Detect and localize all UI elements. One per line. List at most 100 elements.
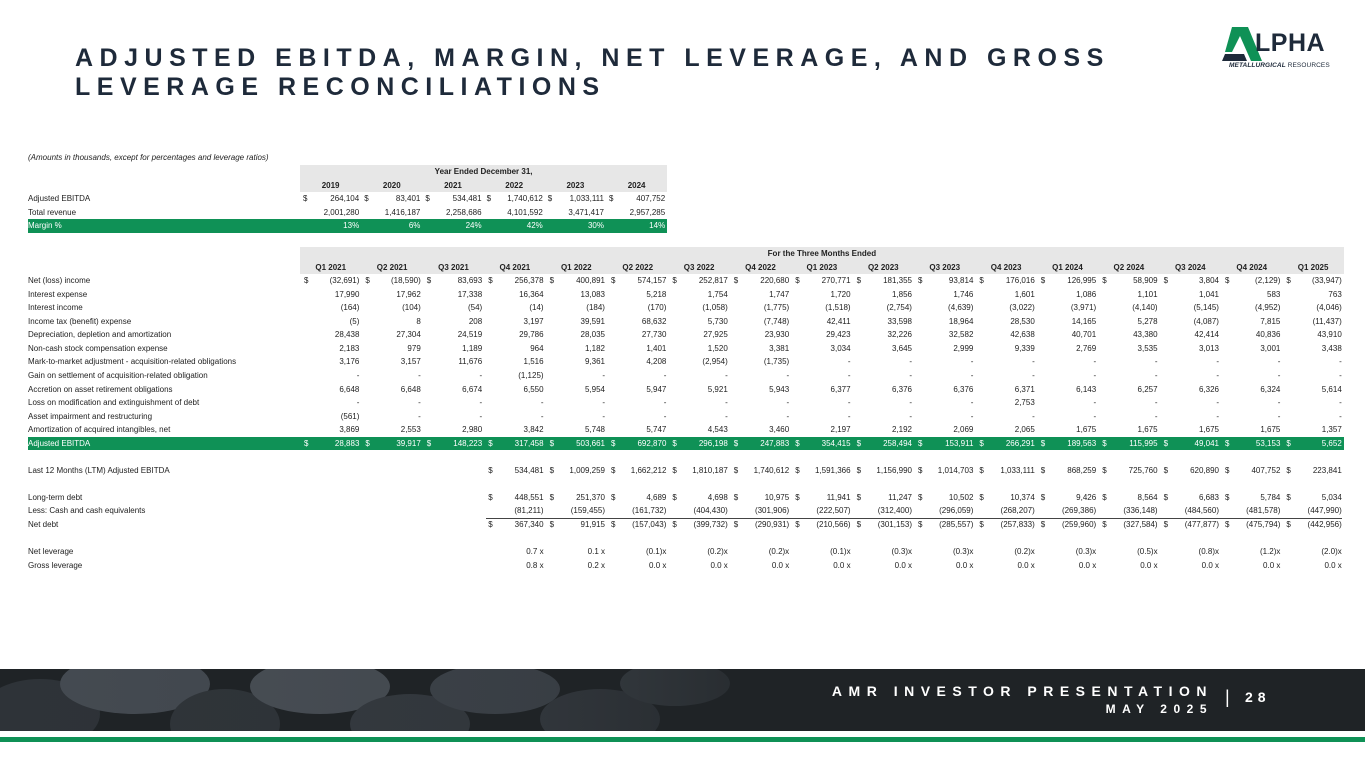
dollar-sign: $ — [486, 194, 492, 203]
quarterly-cell: 39,917 — [396, 438, 421, 448]
dollar-sign: $ — [549, 465, 555, 475]
leverage-row-cell: (0.1)x — [645, 547, 667, 557]
quarterly-cell: 3,804 — [1198, 276, 1219, 286]
quarterly-cell: 1,746 — [953, 289, 974, 299]
ltm-row-label: Last 12 Months (LTM) Adjusted EBITDA — [28, 465, 170, 475]
quarterly-row-label: Accretion on asset retirement obligation… — [28, 384, 173, 394]
dollar-sign: $ — [364, 194, 369, 203]
quarterly-cell: 247,883 — [760, 438, 790, 448]
quarterly-cell: 979 — [407, 343, 421, 353]
annual-row-label: Margin % — [28, 221, 62, 230]
dollar-sign: $ — [1286, 438, 1291, 448]
quarterly-cell: 93,814 — [948, 276, 974, 286]
dollar-sign: $ — [611, 276, 616, 286]
quarter-header: Q2 2024 — [1113, 262, 1145, 272]
dollar-sign: $ — [426, 276, 432, 286]
quarterly-cell: (1,518) — [825, 303, 851, 313]
quarterly-cell: - — [1339, 370, 1342, 380]
quarterly-cell: (1,775) — [763, 303, 790, 313]
leverage-row-cell: (0.2)x — [768, 547, 790, 557]
quarterly-row-label: Interest income — [28, 303, 83, 313]
dollar-sign: $ — [795, 492, 800, 502]
annual-year-header: 2019 — [321, 180, 340, 190]
quarterly-row-label: Interest expense — [28, 289, 88, 299]
annual-cell: 14% — [649, 221, 666, 230]
leverage-row-cell: 0.0 x — [1140, 560, 1158, 570]
debt-row-cell: (404,430) — [693, 506, 728, 516]
dollar-sign: $ — [979, 492, 984, 502]
quarterly-cell: 6,143 — [1076, 384, 1097, 394]
quarterly-cell: 24,519 — [457, 330, 483, 340]
dollar-sign: $ — [918, 520, 923, 529]
quarterly-cell: - — [1032, 411, 1035, 421]
dollar-sign: $ — [1102, 438, 1107, 448]
dollar-sign: $ — [1040, 492, 1046, 502]
quarterly-cell: 4,543 — [707, 425, 728, 435]
quarterly-cell: 574,157 — [637, 276, 667, 286]
dollar-sign: $ — [547, 194, 553, 203]
debt-row-cell: 4,689 — [646, 492, 667, 502]
annual-year-header: 2021 — [444, 180, 462, 190]
quarterly-cell: (33,947) — [1311, 276, 1342, 286]
leverage-row-cell: 0.0 x — [771, 560, 790, 570]
annual-row-label: Adjusted EBITDA — [28, 194, 91, 203]
leverage-row-cell: 0.0 x — [710, 560, 728, 570]
ebitda-highlight-band — [28, 436, 1344, 451]
debt-row-cell: (301,906) — [754, 506, 790, 516]
quarterly-cell: 11,676 — [458, 357, 483, 367]
quarterly-cell: 29,423 — [826, 330, 851, 340]
quarterly-cell: - — [540, 411, 544, 421]
leverage-row-cell: (0.1)x — [830, 547, 851, 557]
dollar-sign: $ — [1163, 465, 1169, 475]
quarterly-row-label: Income tax (benefit) expense — [28, 316, 132, 326]
quarterly-cell: 1,086 — [1076, 289, 1097, 299]
quarterly-cell: 6,371 — [1014, 384, 1035, 394]
quarterly-cell: - — [725, 411, 728, 421]
quarterly-cell: 2,069 — [953, 425, 974, 435]
dollar-sign: $ — [733, 520, 739, 529]
debt-row-cell: (269,386) — [1061, 506, 1097, 516]
quarterly-cell: 5,943 — [769, 384, 790, 394]
dollar-sign: $ — [979, 438, 984, 448]
dollar-sign: $ — [979, 276, 984, 286]
quarter-header: Q4 2024 — [1236, 262, 1268, 272]
quarterly-cell: - — [1093, 398, 1097, 408]
quarter-header: Q1 2021 — [315, 262, 347, 272]
quarterly-cell: 29,786 — [519, 330, 544, 340]
quarterly-cell: 32,582 — [948, 330, 974, 340]
annual-cell: 83,401 — [395, 194, 421, 203]
leverage-row-cell: (0.8)x — [1198, 547, 1219, 557]
quarterly-cell: (4,140) — [1132, 303, 1158, 313]
debt-row-cell: (81,211) — [514, 506, 544, 516]
leverage-row-cell: (0.3)x — [891, 547, 912, 557]
quarterly-cell: - — [602, 370, 605, 380]
logo-subtitle: METALLURGICAL RESOURCES — [1229, 62, 1330, 69]
dollar-sign: $ — [1225, 276, 1230, 286]
quarterly-cell: - — [1032, 370, 1035, 380]
leverage-row-cell: (0.5)x — [1137, 547, 1158, 557]
quarterly-cell: 148,223 — [453, 438, 483, 448]
ltm-row-cell: 725,760 — [1128, 465, 1158, 475]
debt-row-label: Net debt — [28, 520, 59, 529]
quarterly-cell: 28,438 — [334, 330, 360, 340]
page-number: 28 — [1245, 689, 1271, 705]
dollar-sign: $ — [1163, 520, 1169, 529]
quarterly-cell: - — [1216, 357, 1219, 367]
quarterly-cell: 5,614 — [1321, 384, 1342, 394]
quarterly-cell: - — [1032, 357, 1035, 367]
quarterly-row-label: Amortization of acquired intangibles, ne… — [28, 425, 171, 435]
debt-row-cell: (296,059) — [939, 506, 974, 516]
quarter-header: Q2 2022 — [622, 262, 654, 272]
quarterly-cell: 126,995 — [1067, 276, 1097, 286]
dollar-sign: $ — [365, 438, 370, 448]
quarterly-cell: 3,381 — [769, 343, 790, 353]
quarterly-cell: (32,691) — [329, 276, 360, 286]
quarterly-cell: 6,648 — [400, 384, 421, 394]
debt-row-cell: 10,374 — [1010, 492, 1035, 502]
debt-row-cell: 8,564 — [1137, 492, 1158, 502]
quarterly-cell: 2,999 — [953, 343, 974, 353]
dollar-sign: $ — [672, 438, 677, 448]
quarterly-cell: 27,304 — [396, 330, 421, 340]
quarterly-cell: 1,747 — [769, 289, 790, 299]
quarter-header: Q3 2023 — [929, 262, 961, 272]
